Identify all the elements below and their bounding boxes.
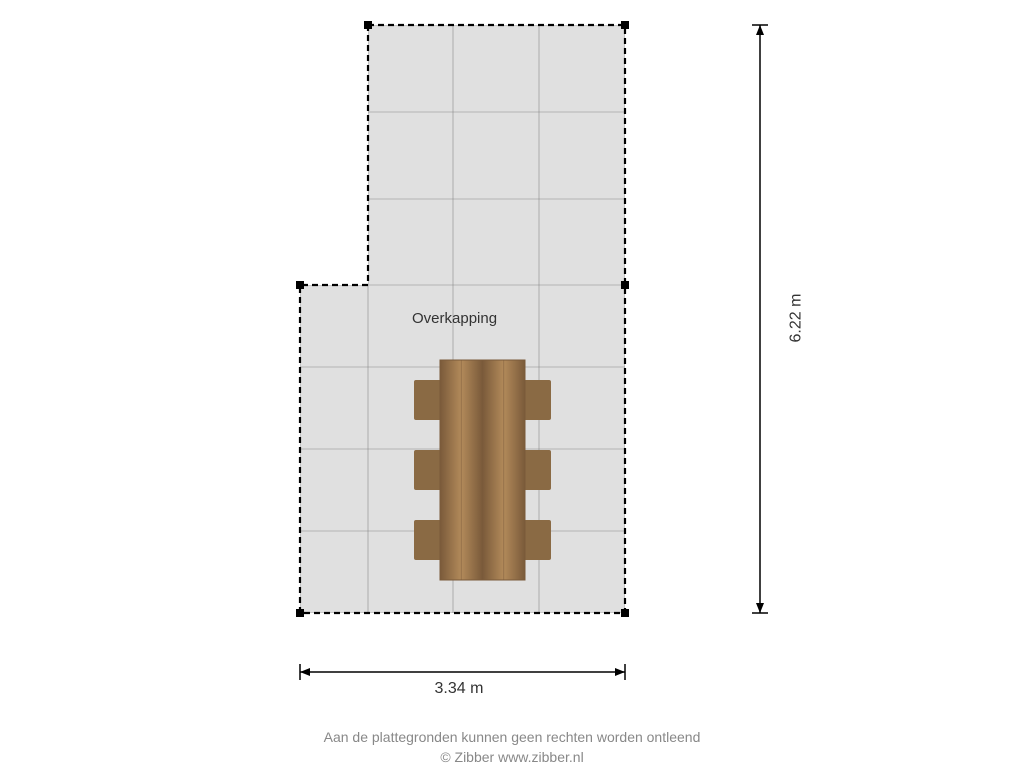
footer-disclaimer: Aan de plattegronden kunnen geen rechten… — [0, 728, 1024, 748]
floorplan-canvas: Overkapping 3.34 m 6.22 m Aan de platteg… — [0, 0, 1024, 768]
footer: Aan de plattegronden kunnen geen rechten… — [0, 728, 1024, 767]
floorplan-svg — [0, 0, 1024, 768]
dimension-width-label: 3.34 m — [435, 680, 484, 698]
footer-copyright: © Zibber www.zibber.nl — [0, 748, 1024, 768]
dimension-height-label: 6.22 m — [787, 294, 805, 343]
room-label: Overkapping — [412, 310, 497, 327]
